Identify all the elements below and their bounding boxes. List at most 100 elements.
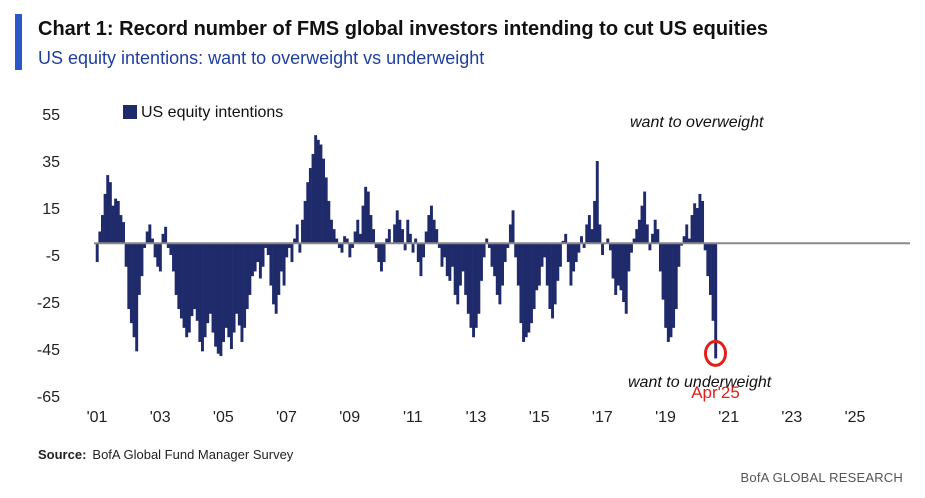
source-note: Source: BofA Global Fund Manager Survey: [38, 447, 293, 462]
x-tick-label: '17: [592, 409, 613, 426]
bar: [548, 243, 552, 310]
y-tick-label: 55: [42, 107, 60, 124]
bar: [690, 215, 694, 244]
y-tick-label: 35: [42, 154, 60, 171]
bar: [611, 243, 615, 279]
bar: [369, 215, 373, 244]
bar: [693, 203, 697, 244]
bar: [377, 243, 381, 263]
bar: [406, 219, 410, 244]
bar: [158, 243, 162, 272]
bar: [198, 243, 202, 342]
bar: [256, 243, 260, 263]
bar: [461, 243, 465, 272]
bar: [201, 243, 204, 352]
bar: [193, 243, 197, 310]
bar: [111, 205, 115, 244]
bar: [140, 243, 144, 277]
bar: [266, 243, 270, 255]
bar: [595, 161, 599, 244]
bar: [329, 219, 333, 244]
bar: [235, 243, 239, 314]
bar: [535, 243, 539, 291]
bar: [474, 243, 478, 328]
bar: [703, 243, 707, 251]
bar: [414, 238, 418, 244]
bar: [153, 243, 157, 258]
x-tick-label: '23: [781, 409, 802, 426]
bar: [427, 215, 431, 244]
bar: [522, 243, 526, 342]
bar: [714, 243, 718, 359]
bar: [424, 231, 428, 244]
y-tick-label: -45: [37, 342, 60, 359]
bar: [490, 243, 494, 267]
bar: [119, 215, 123, 244]
bar: [645, 224, 649, 244]
bar: [353, 231, 357, 244]
bar: [408, 233, 412, 244]
legend: US equity intentions: [123, 104, 283, 121]
bar: [311, 153, 315, 244]
bar: [245, 243, 249, 310]
bar: [240, 243, 244, 342]
annotation-overweight: want to overweight: [630, 114, 764, 131]
bar: [340, 243, 344, 253]
bar: [195, 243, 199, 321]
bar: [98, 231, 102, 244]
bar: [190, 243, 194, 317]
bar: [556, 243, 560, 281]
bar: [608, 243, 612, 251]
bar: [664, 243, 668, 328]
bar: [279, 243, 283, 272]
bar: [637, 219, 641, 244]
bar: [177, 243, 181, 310]
bar: [232, 243, 236, 333]
bar: [440, 243, 444, 267]
x-tick-label: '25: [845, 409, 866, 426]
bar: [701, 200, 705, 244]
bar: [466, 243, 470, 314]
source-text: BofA Global Fund Manager Survey: [92, 447, 294, 462]
bar: [480, 243, 483, 281]
bar: [658, 243, 662, 272]
bar: [508, 224, 512, 244]
bar: [590, 229, 594, 244]
bar: [580, 236, 583, 244]
bar: [285, 243, 289, 258]
bar: [114, 198, 118, 244]
bar: [182, 243, 186, 328]
bar: [630, 243, 633, 253]
bar: [95, 243, 99, 263]
bar: [164, 226, 168, 244]
y-tick-label: -25: [37, 295, 60, 312]
bar: [685, 224, 689, 244]
bar: [422, 243, 426, 258]
bar: [269, 243, 273, 286]
bar: [593, 200, 597, 244]
bar: [514, 243, 518, 258]
bar: [103, 193, 107, 244]
bar: [435, 229, 439, 244]
bar: [258, 243, 262, 279]
bar: [222, 243, 225, 342]
bar: [601, 243, 604, 255]
bar: [251, 243, 254, 277]
bar: [322, 158, 326, 244]
bar: [540, 243, 544, 267]
bar: [624, 243, 628, 314]
x-tick-label: '05: [213, 409, 234, 426]
bar: [224, 243, 228, 328]
bar: [706, 243, 710, 277]
bar: [161, 233, 165, 244]
bar: [551, 243, 554, 319]
x-tick-label: '03: [150, 409, 171, 426]
bar: [487, 243, 491, 248]
bar: [666, 243, 670, 342]
bar: [527, 243, 531, 333]
bar: [364, 186, 368, 244]
bar: [227, 243, 231, 338]
bar: [687, 238, 691, 244]
bar: [574, 243, 578, 263]
bar: [290, 243, 294, 263]
